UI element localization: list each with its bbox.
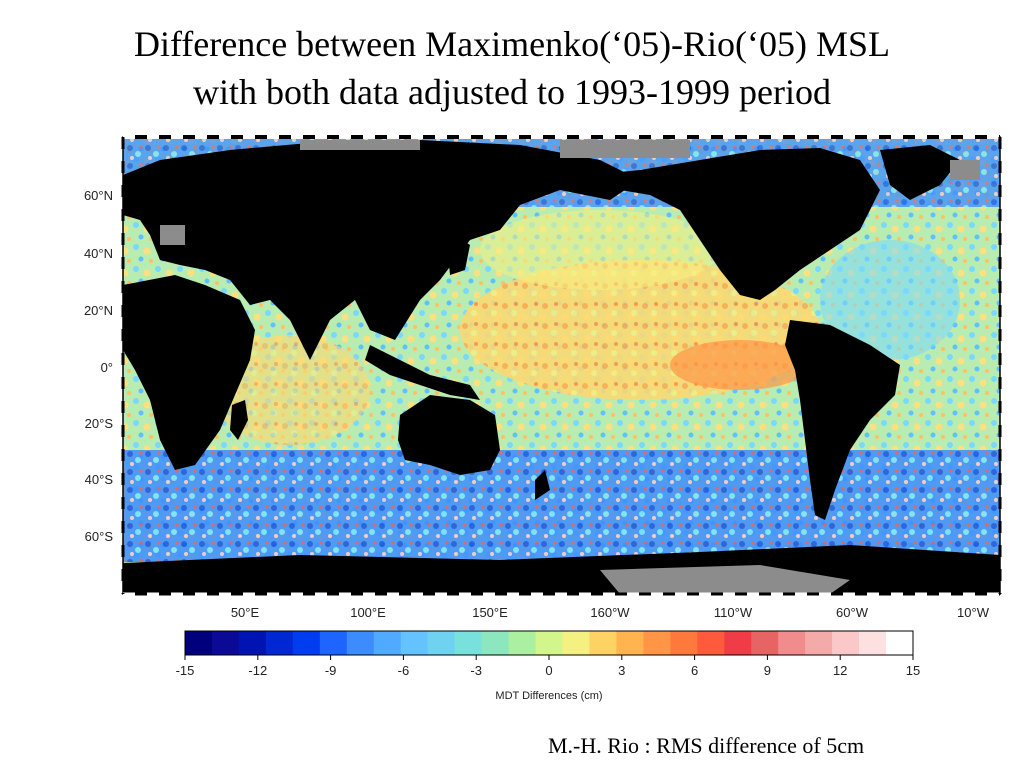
colorbar-tick-label: 15 [906,663,920,678]
colorbar-swatch [643,631,671,655]
latitude-axis: 60°N 40°N 20°N 0° 20°S 40°S 60°S [84,188,113,544]
colorbar-swatch [670,631,698,655]
colorbar-tick-label: -15 [176,663,195,678]
north-america-land [590,148,880,300]
slide-title-line-1: Difference between Maximenko(‘05)-Rio(‘0… [133,24,891,64]
greenland-land [880,145,960,200]
colorbar-tick-label: -6 [398,663,410,678]
slide-title-line-2: with both data adjusted to 1993-1999 per… [193,72,831,112]
new-zealand-land [535,470,550,500]
colorbar-tick-label: -9 [325,663,337,678]
colorbar-swatch [805,631,833,655]
colorbar-swatch [292,631,321,655]
africa-land [123,275,255,470]
colorbar-tick-label: 0 [545,663,552,678]
colorbar-swatch [454,631,483,655]
colorbar-swatch [319,631,348,655]
colorbar-swatch [185,631,213,655]
eurasia-land [123,140,640,360]
lat-tick-label: 40°S [85,472,114,487]
colorbar-swatch [481,631,510,655]
colorbar-swatch [616,631,644,655]
colorbar-swatch [427,631,456,655]
colorbar-swatch [589,631,617,655]
colorbar-swatch [346,631,375,655]
colorbar-swatch [859,631,887,655]
colorbar-tick-label: 9 [764,663,771,678]
footnote: M.-H. Rio : RMS difference of 5cm [548,733,865,758]
colorbar-swatch [373,631,402,655]
colorbar-tick-label: 6 [691,663,698,678]
colorbar-swatch [265,631,294,655]
lat-tick-label: 60°N [84,188,113,203]
colorbar-swatch [211,631,240,655]
lon-tick-label: 10°W [957,605,990,620]
longitude-axis: 50°E 100°E 150°E 160°W 110°W 60°W 10°W [231,605,990,620]
lon-tick-label: 60°W [836,605,869,620]
colorbar-swatch [400,631,429,655]
colorbar-tick-label: 12 [833,663,847,678]
colorbar-swatch [238,631,267,655]
lon-tick-label: 110°W [714,605,753,620]
colorbar-swatch [724,631,752,655]
colorbar-swatch [832,631,860,655]
colorbar-swatch [778,631,806,655]
australia-land [398,395,500,475]
sea-ice [160,140,980,594]
lon-tick-label: 50°E [231,605,260,620]
madagascar-land [230,400,248,440]
lat-tick-label: 20°S [85,416,114,431]
colorbar: -15 -12 -9 -6 -3 0 3 6 9 12 15 MDT Differences (cm… [176,630,920,702]
southeast-asia-islands [365,345,480,400]
colorbar-swatch [508,631,537,655]
colorbar-swatch [751,631,779,655]
colorbar-title: MDT Differences (cm) [495,690,602,702]
lon-tick-label: 100°E [350,605,386,620]
lat-tick-label: 60°S [85,529,114,544]
lat-tick-label: 20°N [84,303,113,318]
south-america-land [785,320,900,520]
colorbar-swatch [697,631,725,655]
lon-tick-label: 160°W [590,605,630,620]
lon-tick-label: 150°E [472,605,508,620]
colorbar-tick-label: 3 [618,663,625,678]
colorbar-tick-label: -12 [248,663,267,678]
colorbar-swatch [562,631,591,655]
lat-tick-label: 40°N [84,246,113,261]
colorbar-swatch [886,631,914,655]
colorbar-swatch [535,631,564,655]
colorbar-tick-label: -3 [470,663,482,678]
lat-tick-label: 0° [101,360,113,375]
japan-land [448,235,470,275]
